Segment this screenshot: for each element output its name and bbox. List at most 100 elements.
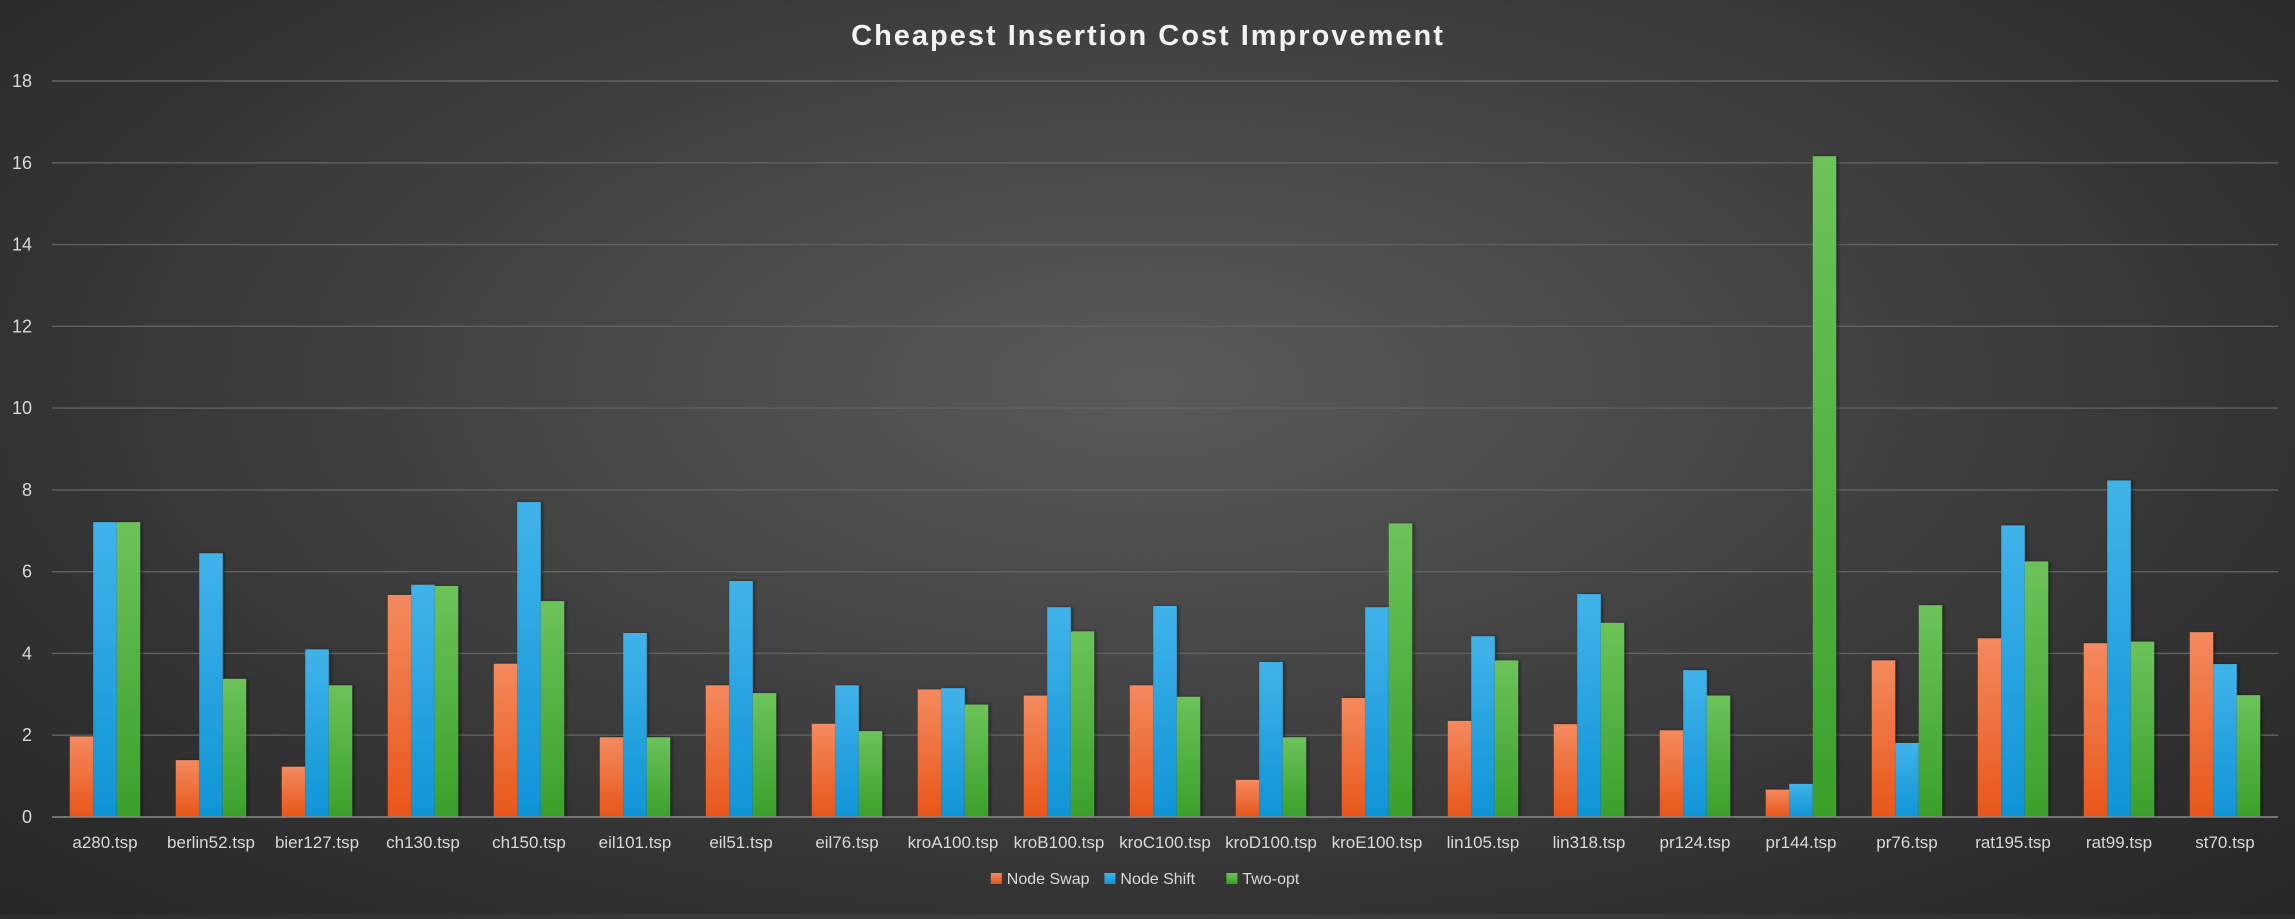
x-tick-label: eil101.tsp [599, 833, 672, 852]
bar-two-opt-kroc100-tsp [1176, 696, 1201, 817]
x-tick-label: kroB100.tsp [1014, 833, 1105, 852]
bars [69, 156, 2261, 818]
y-axis-ticks: 0 2 4 6 8 10 12 14 16 18 [12, 71, 32, 827]
x-tick-label: bier127.tsp [275, 833, 359, 852]
bar-node-swap-kroa100-tsp [917, 689, 942, 817]
bar-node-shift-berlin52-tsp [199, 553, 223, 817]
bar-two-opt-pr124-tsp [1706, 695, 1731, 817]
bar-node-shift-krob100-tsp [1047, 607, 1071, 817]
bar-node-shift-ch130-tsp [411, 584, 435, 817]
x-tick-label: kroC100.tsp [1119, 833, 1211, 852]
bar-node-shift-eil51-tsp [729, 581, 753, 817]
x-tick-label: berlin52.tsp [167, 833, 255, 852]
bar-two-opt-pr76-tsp [1918, 605, 1943, 817]
legend-label-two-opt: Two-opt [1242, 871, 1299, 888]
bar-node-swap-a280-tsp [69, 736, 94, 817]
bar-node-swap-ch150-tsp [493, 663, 518, 817]
y-tick-label: 6 [22, 562, 32, 582]
x-tick-label: eil51.tsp [709, 833, 772, 852]
bar-node-swap-rat195-tsp [1977, 638, 2002, 817]
y-tick-label: 16 [12, 153, 32, 173]
x-tick-label: rat195.tsp [1975, 833, 2051, 852]
bar-node-shift-kroe100-tsp [1365, 607, 1389, 817]
x-tick-label: rat99.tsp [2086, 833, 2152, 852]
bar-node-shift-ch150-tsp [517, 502, 541, 817]
legend: Node Swap Node Shift Two-opt [990, 871, 1300, 888]
x-tick-label: pr144.tsp [1766, 833, 1837, 852]
bar-node-swap-pr76-tsp [1871, 660, 1896, 817]
y-tick-label: 2 [22, 725, 32, 745]
bar-node-shift-rat195-tsp [2001, 525, 2025, 817]
legend-swatch-node-shift [1104, 873, 1116, 884]
bar-two-opt-ch130-tsp [434, 585, 459, 817]
bar-node-swap-lin318-tsp [1553, 724, 1578, 817]
bar-node-swap-rat99-tsp [2083, 643, 2108, 817]
bar-two-opt-rat99-tsp [2130, 641, 2155, 817]
legend-label-node-shift: Node Shift [1120, 871, 1195, 888]
bar-two-opt-bier127-tsp [328, 685, 353, 817]
bar-node-swap-ch130-tsp [387, 594, 412, 817]
bar-node-shift-krod100-tsp [1259, 662, 1283, 817]
legend-swatch-two-opt [1226, 873, 1238, 884]
x-tick-label: ch150.tsp [492, 833, 566, 852]
bar-two-opt-pr144-tsp [1812, 156, 1837, 818]
y-tick-label: 8 [22, 480, 32, 500]
bar-two-opt-krob100-tsp [1070, 631, 1095, 817]
bar-two-opt-kroa100-tsp [964, 704, 989, 817]
x-tick-label: lin318.tsp [1553, 833, 1626, 852]
bar-node-shift-st70-tsp [2213, 664, 2237, 817]
legend-label-node-swap: Node Swap [1007, 871, 1090, 888]
bar-node-shift-bier127-tsp [305, 649, 329, 817]
bar-two-opt-eil76-tsp [858, 731, 883, 817]
x-tick-label: st70.tsp [2195, 833, 2255, 852]
bar-node-swap-pr144-tsp [1765, 789, 1790, 817]
x-tick-label: kroE100.tsp [1332, 833, 1423, 852]
y-tick-label: 0 [22, 807, 32, 827]
bar-node-shift-kroc100-tsp [1153, 606, 1177, 817]
y-tick-label: 18 [12, 71, 32, 91]
y-tick-label: 10 [12, 398, 32, 418]
bar-node-swap-bier127-tsp [281, 766, 306, 817]
bar-node-swap-eil76-tsp [811, 723, 836, 817]
bar-two-opt-eil101-tsp [646, 737, 671, 817]
y-tick-label: 14 [12, 235, 32, 255]
bar-node-swap-eil51-tsp [705, 685, 730, 817]
x-tick-label: lin105.tsp [1447, 833, 1520, 852]
y-tick-label: 12 [12, 316, 32, 336]
bar-two-opt-kroe100-tsp [1388, 523, 1413, 817]
bar-node-shift-pr144-tsp [1789, 783, 1813, 817]
bar-node-shift-lin318-tsp [1577, 594, 1601, 817]
x-tick-label: eil76.tsp [815, 833, 878, 852]
x-tick-label: kroD100.tsp [1225, 833, 1317, 852]
x-axis-ticks: a280.tsp berlin52.tsp bier127.tsp ch130.tsp… [72, 833, 2254, 852]
bar-node-shift-kroa100-tsp [941, 688, 965, 817]
bar-node-swap-lin105-tsp [1447, 720, 1472, 817]
bar-two-opt-ch150-tsp [540, 601, 565, 817]
bar-node-swap-st70-tsp [2189, 632, 2214, 817]
bar-two-opt-lin318-tsp [1600, 622, 1625, 817]
bar-node-swap-berlin52-tsp [175, 760, 200, 817]
chart-title: Cheapest Insertion Cost Improvement [851, 20, 1445, 52]
bar-two-opt-rat195-tsp [2024, 561, 2049, 817]
bar-node-shift-pr124-tsp [1683, 670, 1707, 817]
bar-node-swap-krod100-tsp [1235, 779, 1260, 817]
x-tick-label: a280.tsp [72, 833, 137, 852]
bar-two-opt-st70-tsp [2236, 695, 2261, 817]
bar-node-shift-lin105-tsp [1471, 636, 1495, 817]
bar-two-opt-krod100-tsp [1282, 737, 1307, 817]
bar-node-swap-eil101-tsp [599, 737, 624, 817]
bar-two-opt-lin105-tsp [1494, 660, 1519, 817]
bar-node-shift-pr76-tsp [1895, 742, 1919, 817]
bar-node-shift-a280-tsp [93, 522, 117, 817]
y-tick-label: 4 [22, 643, 32, 663]
bar-node-swap-pr124-tsp [1659, 730, 1684, 817]
bar-node-shift-eil101-tsp [623, 633, 647, 817]
bar-two-opt-a280-tsp [116, 522, 141, 817]
bar-node-shift-rat99-tsp [2107, 480, 2131, 817]
bar-two-opt-berlin52-tsp [222, 678, 247, 817]
x-tick-label: ch130.tsp [386, 833, 460, 852]
x-tick-label: pr124.tsp [1660, 833, 1731, 852]
x-tick-label: kroA100.tsp [908, 833, 999, 852]
